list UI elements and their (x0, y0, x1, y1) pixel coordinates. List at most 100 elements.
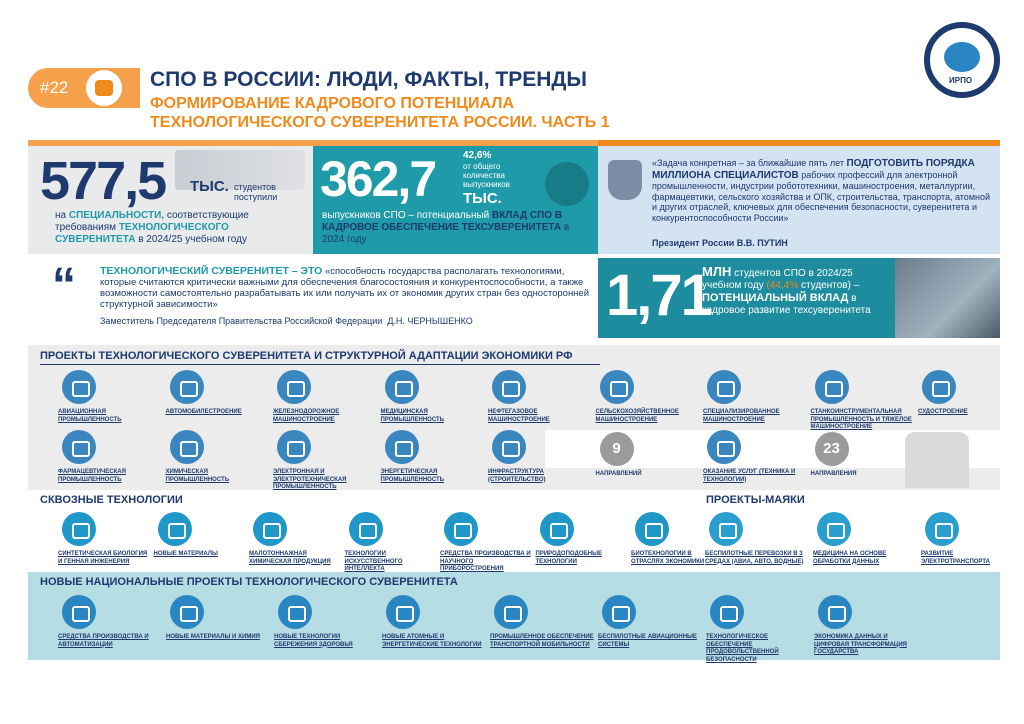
icon-label: СИНТЕТИЧЕСКАЯ БИОЛОГИЯ И ГЕННАЯ ИНЖЕНЕРИ… (58, 551, 148, 565)
icon-item: ЭЛЕКТРОННАЯ И ЭЛЕКТРОТЕХНИЧЕСКАЯ ПРОМЫШЛ… (273, 430, 377, 492)
count-label: НАПРАВЛЕНИЯ (810, 471, 857, 477)
icon-item: НОВЫЕ АТОМНЫЕ И ЭНЕРГЕТИЧЕСКИЕ ТЕХНОЛОГИ… (382, 595, 486, 649)
icon (278, 595, 312, 629)
people-image (175, 150, 305, 190)
icon-label: НОВЫЕ АТОМНЫЕ И ЭНЕРГЕТИЧЕСКИЕ ТЕХНОЛОГИ… (382, 634, 482, 648)
icon-label: ОКАЗАНИЕ УСЛУГ (ТЕХНИКА И ТЕХНОЛОГИИ) (703, 469, 796, 483)
icon-item: ЭКОНОМИКА ДАННЫХ И ЦИФРОВАЯ ТРАНСФОРМАЦИ… (814, 595, 918, 657)
logo-inner (944, 42, 980, 72)
gear-decoration (905, 432, 969, 488)
icon-item: ЖЕЛЕЗНОДОРОЖНОЕ МАШИНОСТРОЕНИЕ (273, 370, 377, 424)
subtitle-line: ТЕХНОЛОГИЧЕСКОГО СУВЕРЕНИТЕТА РОССИИ. ЧА… (150, 114, 610, 131)
text: ПОДГОТОВИТЬ ПОРЯДКА МИЛЛИОНА СПЕЦИАЛИСТО… (652, 158, 975, 181)
text: «способность государства располагать тех… (100, 266, 590, 310)
icon-label: ПРОМЫШЛЕННОЕ ОБЕСПЕЧЕНИЕ ТРАНСПОРТНОЙ МО… (490, 634, 594, 648)
icon (253, 512, 287, 546)
icon-item: ХИМИЧЕСКАЯ ПРОМЫШЛЕННОСТЬ (166, 430, 270, 484)
icon-label: СЕЛЬСКОХОЗЯЙСТВЕННОЕ МАШИНОСТРОЕНИЕ (595, 409, 679, 423)
icon-item: БИОТЕХНОЛОГИИ В ОТРАСЛЯХ ЭКОНОМИКИ (631, 512, 723, 566)
stat-share-caption: от общего количества выпускников (463, 162, 510, 189)
icon-item: НОВЫЕ ТЕХНОЛОГИИ СБЕРЕЖЕНИЯ ЗДОРОВЬЯ (274, 595, 378, 649)
term: ТЕХНОЛОГИЧЕСКИЙ СУВЕРЕНИТЕТ – ЭТО (100, 265, 323, 277)
icon (707, 430, 741, 464)
icon-label: БЕСПИЛОТНЫЕ АВИАЦИОННЫЕ СИСТЕМЫ (598, 634, 697, 648)
icon-label: СТАНКОИНСТРУМЕНТАЛЬНАЯ ПРОМЫШЛЕННОСТЬ И … (810, 409, 912, 430)
icon-label: АВТОМОБИЛЕСТРОЕНИЕ (165, 409, 242, 415)
subtitle-line: ФОРМИРОВАНИЕ КАДРОВОГО ПОТЕНЦИАЛА (150, 95, 515, 112)
stat-unit: ТЫС. (463, 190, 502, 207)
icon-item: НОВЫЕ МАТЕРИАЛЫ И ХИМИЯ (166, 595, 270, 642)
icon (157, 512, 192, 546)
icon-item: БЕСПИЛОТНЫЕ ПЕРЕВОЗКИ В 3 СРЕДАХ (АВИА, … (705, 512, 805, 566)
icon-label: ПРИРОДОПОДОБНЫЕ ТЕХНОЛОГИИ (535, 551, 602, 565)
text: выпускников СПО – потенциальный (322, 210, 490, 221)
icon (384, 370, 419, 404)
icon-label: СРЕДСТВА ПРОИЗВОДСТВА И НАУЧНОГО ПРИБОРО… (440, 551, 531, 572)
text: в 2024 году (322, 222, 570, 245)
icon (62, 595, 96, 629)
icon-item: АВТОМОБИЛЕСТРОЕНИЕ (166, 370, 270, 417)
stat-unit: ТЫС. (190, 178, 229, 195)
icon (348, 512, 383, 546)
icon (170, 595, 204, 629)
icon-label: СУДОСТРОЕНИЕ (918, 409, 968, 415)
section-title: СКВОЗНЫЕ ТЕХНОЛОГИИ (40, 494, 183, 506)
icon-item: СТАНКОИНСТРУМЕНТАЛЬНАЯ ПРОМЫШЛЕННОСТЬ И … (811, 370, 915, 432)
icon (602, 595, 636, 629)
icon (62, 370, 96, 404)
icon (277, 370, 311, 404)
icon (169, 370, 204, 404)
quote-mark: “ (52, 259, 76, 312)
count-circle: 23 (814, 432, 849, 466)
photo (895, 258, 1000, 338)
divider-accent (598, 140, 1000, 146)
stat-share: 42,6% (463, 150, 492, 161)
icon (709, 512, 743, 546)
quote-author: Заместитель Председателя Правительства Р… (100, 316, 473, 326)
icon (818, 595, 852, 629)
arrow-icon (545, 162, 589, 206)
text: ПОТЕНЦИАЛЬНЫЙ ВКЛАД (702, 292, 849, 304)
icon-label: РАЗВИТИЕ ЭЛЕКТРОТРАНСПОРТА (921, 551, 990, 565)
icon (635, 512, 669, 546)
icon-item: ПРОМЫШЛЕННОЕ ОБЕСПЕЧЕНИЕ ТРАНСПОРТНОЙ МО… (490, 595, 594, 649)
text: МЛН (702, 264, 732, 279)
icon-item: МЕДИЦИНСКАЯ ПРОМЫШЛЕННОСТЬ (381, 370, 485, 424)
count-label: НАПРАВЛЕНИЙ (595, 471, 642, 477)
icon (277, 430, 311, 464)
icon (817, 512, 851, 546)
icon (922, 370, 956, 404)
icon (62, 430, 96, 464)
icon-item: РАЗВИТИЕ ЭЛЕКТРОТРАНСПОРТА (921, 512, 1021, 566)
badge-number: #22 (40, 78, 69, 97)
text: СПЕЦИАЛЬНОСТИ, (68, 210, 165, 221)
icon (925, 512, 959, 546)
section-title: ПРОЕКТЫ-МАЯКИ (706, 494, 805, 506)
icon-item: СУДОСТРОЕНИЕ (918, 370, 1022, 417)
icon (814, 370, 849, 404)
icon-label: ЭЛЕКТРОННАЯ И ЭЛЕКТРОТЕХНИЧЕСКАЯ ПРОМЫШЛ… (273, 469, 347, 490)
icon (492, 370, 526, 404)
icon-label: ТЕХНОЛОГИИ ИСКУССТВЕННОГО ИНТЕЛЛЕКТА (344, 551, 403, 572)
icon-label: СРЕДСТВА ПРОИЗВОДСТВА И АВТОМАТИЗАЦИИ (58, 634, 149, 648)
icon-label: ХИМИЧЕСКАЯ ПРОМЫШЛЕННОСТЬ (165, 469, 230, 483)
icon (539, 512, 574, 546)
quote-author: Президент России В.В. ПУТИН (652, 238, 788, 248)
icon-label: ФАРМАЦЕВТИЧЕСКАЯ ПРОМЫШЛЕННОСТЬ (58, 469, 126, 483)
icon-item: АВИАЦИОННАЯ ПРОМЫШЛЕННОСТЬ (58, 370, 162, 424)
icon-label: ЭКОНОМИКА ДАННЫХ И ЦИФРОВАЯ ТРАНСФОРМАЦИ… (814, 634, 907, 655)
icon-item: СЕЛЬСКОХОЗЯЙСТВЕННОЕ МАШИНОСТРОЕНИЕ (596, 370, 700, 424)
section-title: НОВЫЕ НАЦИОНАЛЬНЫЕ ПРОЕКТЫ ТЕХНОЛОГИЧЕСК… (40, 576, 458, 588)
icon-item: ЭНЕРГЕТИЧЕСКАЯ ПРОМЫШЛЕННОСТЬ (381, 430, 485, 484)
emblem (608, 160, 642, 200)
icon-item: ПРИРОДОПОДОБНЫЕ ТЕХНОЛОГИИ (536, 512, 628, 566)
stat-text: выпускников СПО – потенциальный ВКЛАД СП… (322, 210, 592, 246)
text: студентов СПО в 2024/25 учебном году (702, 268, 853, 291)
badge-icon-glyph (95, 80, 113, 96)
icon (599, 370, 634, 404)
icon-label: НЕФТЕГАЗОВОЕ МАШИНОСТРОЕНИЕ (488, 409, 550, 423)
icon-label: АВИАЦИОННАЯ ПРОМЫШЛЕННОСТЬ (58, 409, 122, 423)
icon-item: МЕДИЦИНА НА ОСНОВЕ ОБРАБОТКИ ДАННЫХ (813, 512, 913, 566)
stat-number: 1,71 (606, 263, 713, 328)
logo-text: ИРПО (949, 76, 973, 85)
